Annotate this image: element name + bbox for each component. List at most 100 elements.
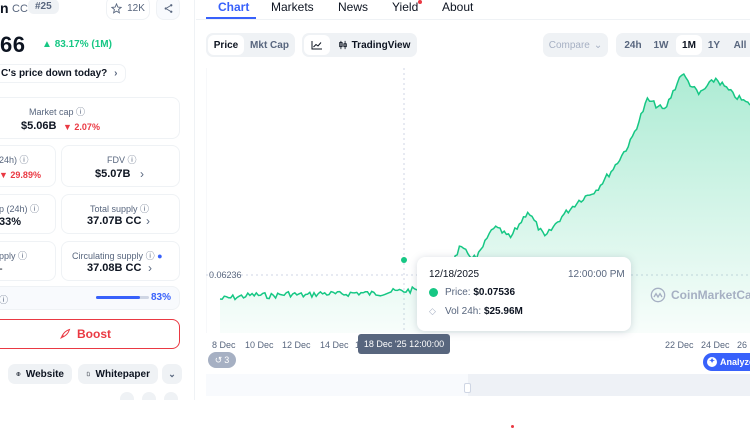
mktcap-toggle[interactable]: Mkt Cap	[250, 39, 289, 51]
range-24h[interactable]: 24h	[624, 39, 642, 51]
chevron-down-icon: ⌄	[593, 39, 603, 51]
share-button[interactable]	[156, 0, 180, 20]
market-cap-change: ▼ 2.07%	[63, 122, 100, 132]
history-icon: ↺	[214, 354, 223, 365]
coinmarketcap-watermark: CoinMarketCap	[650, 287, 750, 303]
total-supply-card[interactable]: Total supply ⓘ 37.07B CC ›	[61, 194, 180, 234]
coin-sidebar: n CC #25 12K 66 ▲ 83.17% (1M) C's price …	[0, 0, 195, 400]
compare-label: Compare	[548, 39, 590, 51]
price-mktcap-toggle: Price Mkt Cap	[206, 33, 295, 57]
total-supply-value: 37.07B CC	[87, 215, 142, 227]
red-dot	[511, 425, 514, 428]
tab-news[interactable]: News	[338, 0, 369, 14]
range-1y[interactable]: 1Y	[707, 39, 721, 51]
tab-chart[interactable]: Chart	[218, 0, 250, 14]
range-1w[interactable]: 1W	[653, 39, 669, 51]
price-toggle[interactable]: Price	[208, 35, 244, 55]
boost-label: Boost	[77, 327, 111, 341]
tradingview-button[interactable]: TradingView	[334, 35, 414, 55]
website-button[interactable]: Website	[8, 364, 72, 384]
info-icon: ⓘ	[19, 155, 29, 165]
info-icon: ⓘ	[145, 251, 155, 261]
fdv-label: FDV ⓘ	[107, 155, 137, 165]
volume-label: 24h) ⓘ	[0, 155, 29, 165]
info-icon: ⓘ	[140, 204, 150, 214]
chevron-right-icon: ›	[148, 261, 152, 275]
line-chart-button[interactable]	[304, 35, 330, 55]
volume-icon: ◇	[429, 306, 436, 316]
caret-up-icon: ▲	[42, 39, 52, 50]
tooltip-time: 12:00:00 PM	[568, 269, 625, 280]
social-icon[interactable]	[164, 392, 178, 400]
crosshair-date-label: 18 Dec '25 12:00:00	[358, 334, 450, 354]
range-selector: 24h 1W 1M 1Y All	[616, 33, 750, 57]
circulating-supply-value: 37.08B CC	[87, 262, 142, 274]
x-axis-label: 10 Dec	[245, 340, 274, 350]
rocket-icon	[60, 328, 71, 339]
website-label: Website	[25, 368, 64, 380]
chart-type-toggle: TradingView	[302, 33, 417, 57]
boost-button[interactable]: Boost	[0, 319, 180, 349]
events-badge[interactable]: ↺ 3	[208, 352, 236, 368]
supply-progress-fill	[96, 296, 140, 299]
watchlist-count: 12K	[127, 2, 145, 14]
coin-name: n	[0, 0, 9, 16]
circulating-supply-card[interactable]: Circulating supply ⓘ ● 37.08B CC ›	[61, 241, 180, 281]
max-supply-value: -	[0, 263, 3, 275]
globe-icon	[16, 371, 21, 377]
social-icon[interactable]	[120, 392, 134, 400]
tab-yield[interactable]: Yield	[392, 0, 419, 14]
chevron-right-icon: ›	[114, 68, 118, 79]
circulating-supply-label: Circulating supply ⓘ ●	[72, 251, 163, 261]
coin-symbol: CC	[12, 3, 28, 15]
range-1m[interactable]: 1M	[676, 35, 702, 55]
total-supply-label: Total supply ⓘ	[90, 204, 150, 214]
x-axis-label: 22 Dec	[665, 340, 694, 350]
vol-mcap-value: 33%	[0, 216, 22, 228]
x-axis-label: 24 Dec	[701, 340, 730, 350]
fdv-value: $5.07B	[95, 168, 131, 180]
tooltip-price-row: Price: $0.07536	[445, 287, 516, 298]
low-price-label: 0.06236	[209, 270, 242, 280]
crosshair-point	[401, 257, 407, 263]
price-question-text: C's price down today?	[1, 68, 108, 79]
info-icon: ⓘ	[127, 155, 137, 165]
navigator-selected-range[interactable]	[468, 374, 750, 396]
compare-dropdown[interactable]: Compare ⌄	[543, 33, 608, 57]
chart-price-line	[219, 72, 750, 301]
chevron-right-icon: ›	[146, 214, 150, 228]
navigator-handle[interactable]	[464, 383, 471, 393]
social-icon[interactable]	[142, 392, 156, 400]
whitepaper-label: Whitepaper	[95, 368, 150, 380]
info-icon: ⓘ	[30, 204, 40, 214]
tabs-divider	[196, 19, 750, 20]
rank-badge: #25	[28, 0, 59, 14]
x-axis-label: 26 Dec	[737, 340, 750, 350]
info-icon: ⓘ	[18, 251, 28, 261]
supply-progress-pct: 83%	[151, 292, 172, 303]
tab-about[interactable]: About	[442, 0, 474, 14]
coin-price: 66	[0, 32, 26, 57]
active-tab-indicator	[206, 17, 256, 19]
info-icon: ⓘ	[76, 107, 86, 117]
watermark-text: CoinMarketCap	[671, 288, 750, 302]
watchlist-button[interactable]: 12K	[106, 0, 150, 20]
price-question-link[interactable]: C's price down today? ›	[0, 64, 127, 83]
events-count: 3	[224, 355, 230, 365]
market-cap-label: Market cap ⓘ	[29, 107, 86, 117]
analyze-button[interactable]: ✦ Analyze	[703, 353, 750, 371]
volume-change: ▼ 29.89%	[0, 170, 41, 180]
document-icon	[86, 371, 90, 377]
x-axis-label: 14 Dec	[320, 340, 349, 350]
tradingview-label: TradingView	[351, 39, 411, 51]
whitepaper-button[interactable]: Whitepaper	[78, 364, 158, 384]
range-all[interactable]: All	[733, 39, 747, 51]
max-supply-card: pply ⓘ -	[0, 241, 56, 281]
more-links-button[interactable]: ⌄	[162, 364, 182, 384]
tab-markets[interactable]: Markets	[271, 0, 314, 14]
max-supply-label: pply ⓘ	[0, 251, 28, 261]
price-dot-icon	[429, 288, 438, 297]
market-cap-card: Market cap ⓘ $5.06B ▼ 2.07%	[0, 97, 180, 139]
fdv-card[interactable]: FDV ⓘ $5.07B ›	[61, 145, 180, 187]
candlestick-icon	[338, 40, 347, 50]
